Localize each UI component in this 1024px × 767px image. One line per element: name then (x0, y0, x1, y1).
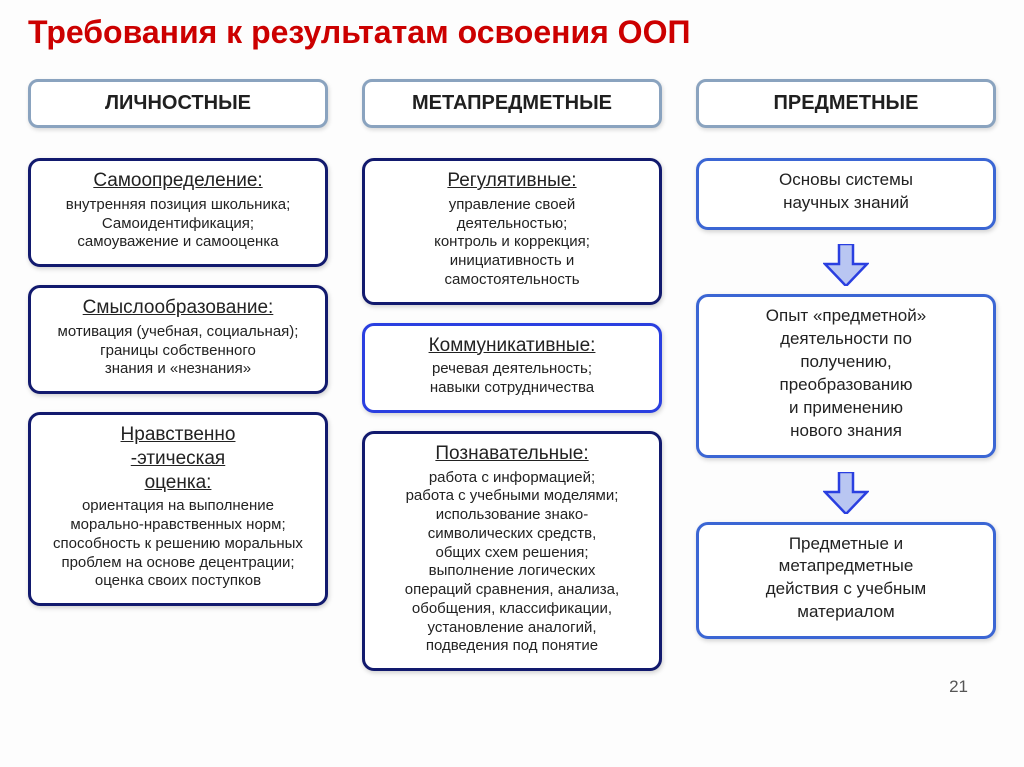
column-personal: ЛИЧНОСТНЫЕ Самоопределение: внутренняя п… (28, 79, 328, 689)
card-communicative: Коммуникативные: речевая деятельность;на… (362, 323, 662, 413)
arrow-down-icon (696, 472, 996, 514)
card-body: внутренняя позиция школьника;Самоидентиф… (41, 196, 315, 252)
card-moral-ethical: Нравственно-этическаяоценка: ориентация … (28, 412, 328, 606)
card-body: речевая деятельность;навыки сотрудничест… (375, 360, 649, 398)
page-number: 21 (949, 677, 968, 697)
card-text: Предметные иметапредметныедействия с уче… (709, 533, 983, 625)
header-subject: ПРЕДМЕТНЫЕ (696, 79, 996, 128)
page-title: Требования к результатам освоения ООП (28, 14, 996, 51)
arrow-down-icon (696, 244, 996, 286)
card-title: Нравственно-этическаяоценка: (41, 423, 315, 494)
column-subject: ПРЕДМЕТНЫЕ Основы системынаучных знаний … (696, 79, 996, 689)
card-title: Познавательные: (375, 442, 649, 466)
card-body: мотивация (учебная, социальная);границы … (41, 323, 315, 379)
card-subject-actions: Предметные иметапредметныедействия с уче… (696, 522, 996, 640)
header-meta: МЕТАПРЕДМЕТНЫЕ (362, 79, 662, 128)
card-scientific-basis: Основы системынаучных знаний (696, 158, 996, 230)
card-body: работа с информацией;работа с учебными м… (375, 469, 649, 657)
card-meaning-making: Смыслообразование: мотивация (учебная, с… (28, 285, 328, 394)
card-text: Основы системынаучных знаний (709, 169, 983, 215)
columns-container: ЛИЧНОСТНЫЕ Самоопределение: внутренняя п… (28, 79, 996, 689)
card-self-determination: Самоопределение: внутренняя позиция школ… (28, 158, 328, 267)
card-cognitive: Познавательные: работа с информацией;раб… (362, 431, 662, 671)
header-personal: ЛИЧНОСТНЫЕ (28, 79, 328, 128)
card-text: Опыт «предметной»деятельности пополучени… (709, 305, 983, 443)
card-title: Смыслообразование: (41, 296, 315, 320)
card-body: ориентация на выполнениеморально-нравств… (41, 497, 315, 591)
card-title: Коммуникативные: (375, 334, 649, 358)
card-title: Регулятивные: (375, 169, 649, 193)
card-body: управление своейдеятельностью;контроль и… (375, 196, 649, 290)
card-title: Самоопределение: (41, 169, 315, 193)
card-subject-experience: Опыт «предметной»деятельности пополучени… (696, 294, 996, 458)
column-meta: МЕТАПРЕДМЕТНЫЕ Регулятивные: управление … (362, 79, 662, 689)
card-regulatory: Регулятивные: управление своейдеятельнос… (362, 158, 662, 305)
